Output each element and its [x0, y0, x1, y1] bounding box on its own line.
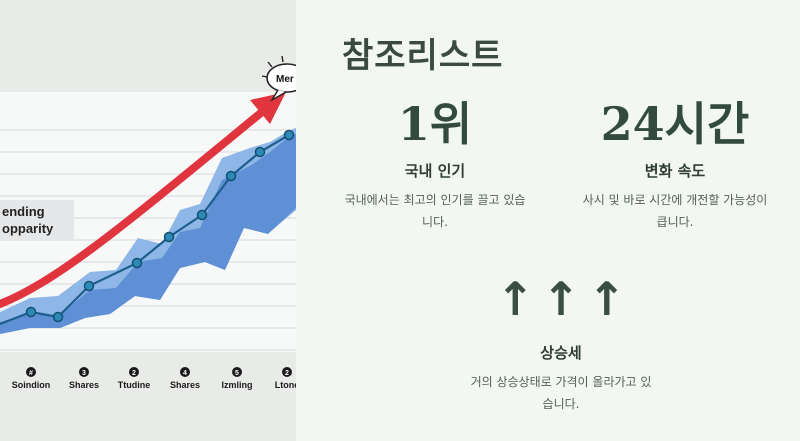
desc-line: 국내에서는 최고의 인기를 끌고 있습	[344, 193, 526, 207]
trend-chart: Mer ending opparity # Soindion 3 Shares …	[0, 55, 296, 390]
stat-description: 거의 상승상태로 가격이 올라가고 있 습니다.	[436, 371, 686, 415]
x-tick-label: Soindion	[12, 380, 51, 390]
stat-label: 국내 인기	[404, 162, 466, 180]
series-point	[254, 146, 266, 158]
area-dark	[0, 134, 296, 334]
x-tick-label: Ltonc	[275, 380, 296, 390]
series-point	[52, 311, 64, 323]
x-tick-num: #	[29, 370, 33, 377]
legend-line-1: ending	[2, 204, 45, 219]
legend-line-2: opparity	[2, 221, 54, 236]
area-light	[0, 128, 296, 334]
series-point	[163, 231, 175, 243]
series-point	[225, 170, 237, 182]
series-point	[196, 209, 208, 221]
desc-line: 습니다.	[542, 397, 580, 411]
x-axis-labels: # Soindion 3 Shares 2 Ttudine 4 Shares 5…	[12, 367, 296, 390]
x-tick-label: Izmling	[222, 380, 253, 390]
up-arrow-icon: ↑	[587, 272, 626, 326]
series-point	[83, 280, 95, 292]
stat-trend: 상승세 거의 상승상태로 가격이 올라가고 있 습니다.	[436, 342, 686, 415]
stat-value: 24시간	[600, 97, 750, 151]
desc-line: 니다.	[422, 215, 448, 229]
stat-value: 1위	[397, 97, 473, 151]
x-tick-num: 5	[235, 370, 239, 377]
x-tick-num: 2	[285, 370, 289, 377]
stat-description: 국내에서는 최고의 인기를 끌고 있습 니다.	[326, 189, 544, 233]
x-tick-label: Shares	[69, 380, 99, 390]
stat-ranking: 1위 국내 인기 국내에서는 최고의 인기를 끌고 있습 니다.	[326, 96, 544, 233]
desc-line: 거의 상승상태로 가격이 올라가고 있	[470, 375, 652, 389]
stat-description: 사시 및 바로 시간에 개전할 가능성이 큽니다.	[562, 189, 788, 233]
up-arrow-icon: ↑	[541, 272, 581, 326]
trend-arrow	[0, 108, 266, 308]
series-point	[283, 129, 295, 141]
up-arrows: ↑ ↑ ↑	[496, 276, 626, 322]
trend-arrowhead	[250, 92, 286, 124]
x-tick-num: 4	[183, 370, 187, 377]
series-line	[0, 134, 290, 326]
panel-title: 참조리스트	[342, 36, 504, 76]
up-arrow-icon: ↑	[496, 272, 535, 326]
series-point	[25, 306, 37, 318]
x-tick-label: Shares	[170, 380, 200, 390]
desc-line: 사시 및 바로 시간에 개전할 가능성이	[582, 193, 768, 207]
chart-image-panel: Mer ending opparity # Soindion 3 Shares …	[0, 0, 296, 441]
x-tick-label: Ttudine	[118, 380, 151, 390]
reference-panel: 참조리스트 1위 국내 인기 국내에서는 최고의 인기를 끌고 있습 니다. 2…	[296, 0, 800, 441]
series-point	[131, 257, 143, 269]
x-tick-num: 2	[132, 370, 136, 377]
stat-label: 변화 속도	[644, 162, 706, 180]
stat-label: 상승세	[540, 344, 582, 362]
speech-bubble: Mer	[261, 55, 296, 102]
legend-box	[0, 200, 74, 240]
bubble-text: Mer	[276, 74, 294, 85]
desc-line: 큽니다.	[656, 215, 694, 229]
stat-speed: 24시간 변화 속도 사시 및 바로 시간에 개전할 가능성이 큽니다.	[562, 96, 788, 233]
x-tick-num: 3	[82, 370, 86, 377]
